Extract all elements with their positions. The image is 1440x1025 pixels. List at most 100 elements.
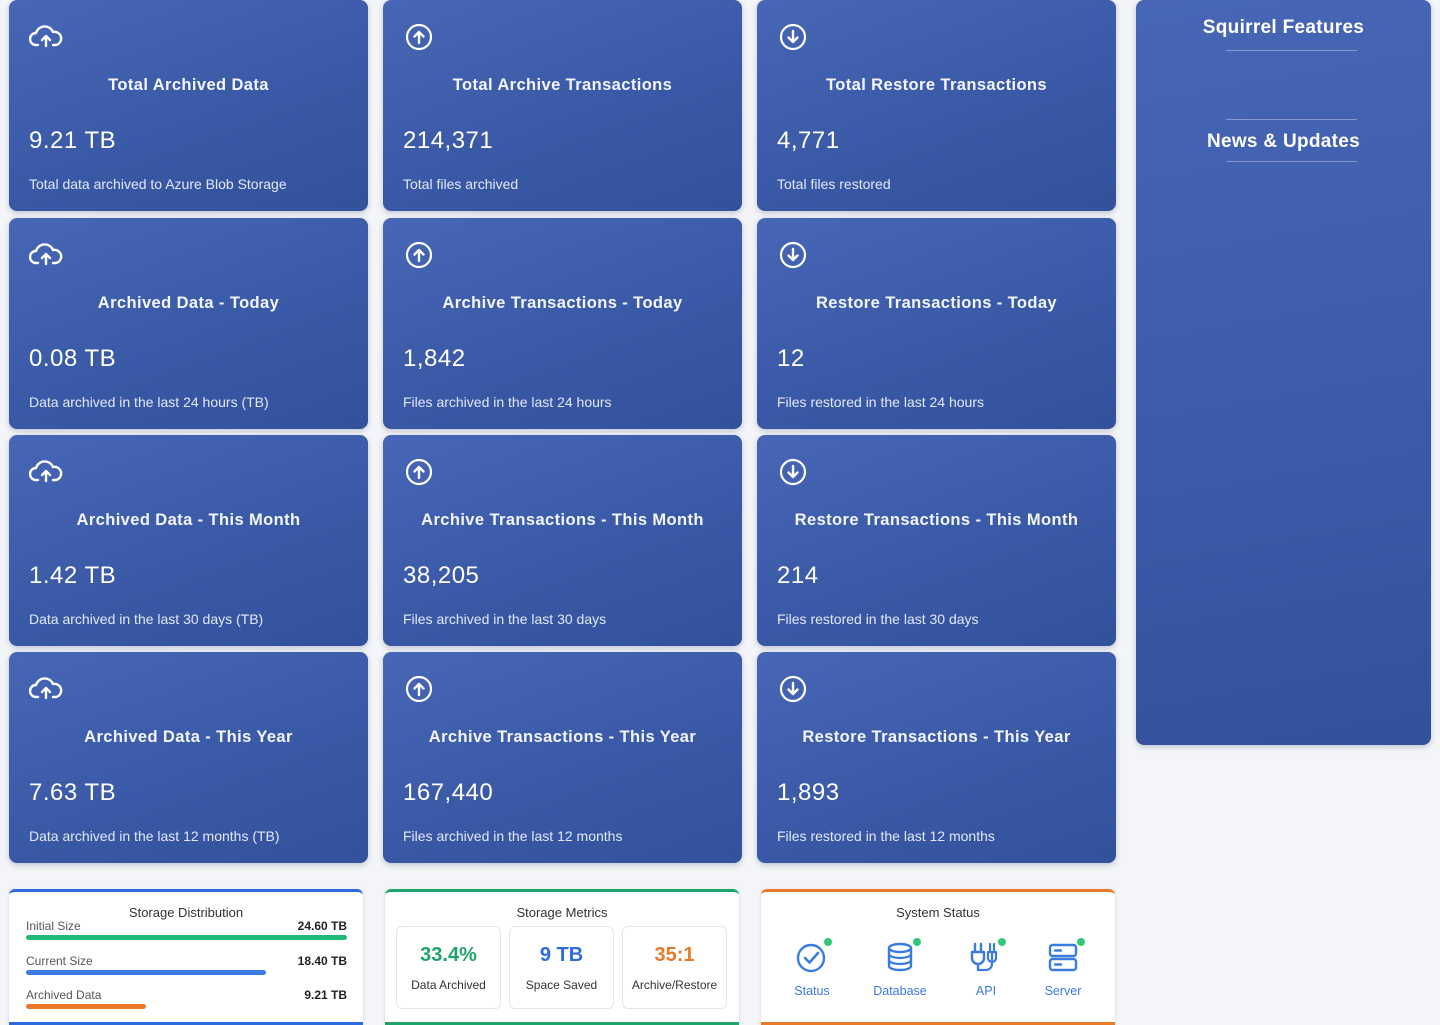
- arrow-down-circle-icon: [779, 241, 807, 269]
- status-label: Database: [873, 984, 927, 998]
- row-label: Initial Size: [26, 919, 81, 933]
- metric-label: Space Saved: [525, 978, 598, 992]
- storage-metrics-panel: Storage Metrics 33.4% Data Archived 9 TB…: [385, 889, 739, 1025]
- card-total-archive-transactions[interactable]: Total Archive Transactions 214,371 Total…: [383, 0, 742, 211]
- cloud-upload-icon: [29, 677, 63, 700]
- card-title: Archive Transactions - This Month: [421, 511, 704, 529]
- metric-data-archived: 33.4% Data Archived: [396, 926, 501, 1009]
- database-icon: [887, 942, 913, 972]
- arrow-up-circle-icon: [405, 458, 433, 486]
- card-value: 1,842: [403, 345, 466, 372]
- card-title: Restore Transactions - Today: [815, 294, 1058, 312]
- card-archived-data-today[interactable]: Archived Data - Today 0.08 TB Data archi…: [9, 218, 368, 429]
- card-value: 1,893: [777, 779, 840, 806]
- cloud-upload-icon: [29, 460, 63, 483]
- panel-title: System Status: [896, 905, 980, 920]
- metric-value: 33.4%: [420, 944, 477, 966]
- card-title: Archive Transactions - This Year: [428, 728, 697, 746]
- card-restore-transactions-this-year[interactable]: Restore Transactions - This Year 1,893 F…: [757, 652, 1116, 863]
- status-label: Status: [794, 984, 830, 998]
- status-label: API: [975, 984, 997, 998]
- card-description: Total files restored: [777, 176, 891, 192]
- row-label: Archived Data: [26, 988, 102, 1002]
- system-status-panel: System Status Status Database API Server: [761, 889, 1115, 1025]
- card-description: Data archived in the last 30 days (TB): [29, 611, 264, 627]
- sidebar-panel: Squirrel Features News & Updates: [1136, 0, 1431, 745]
- arrow-up-circle-icon: [405, 241, 433, 269]
- card-value: 7.63 TB: [29, 779, 117, 806]
- card-description: Data archived in the last 24 hours (TB): [29, 394, 269, 410]
- status-ok-dot: [998, 938, 1006, 946]
- card-title: Restore Transactions - This Year: [802, 728, 1071, 746]
- row-label: Current Size: [26, 954, 93, 968]
- card-value: 214,371: [403, 127, 494, 154]
- status-ok-dot: [913, 938, 921, 946]
- card-archive-transactions-this-month[interactable]: Archive Transactions - This Month 38,205…: [383, 435, 742, 646]
- status-ok-dot: [824, 938, 832, 946]
- distribution-row-current-size: Current Size 18.40 TB: [26, 954, 347, 984]
- card-total-restore-transactions[interactable]: Total Restore Transactions 4,771 Total f…: [757, 0, 1116, 211]
- metric-value: 9 TB: [539, 944, 584, 966]
- row-value: 9.21 TB: [304, 988, 347, 1002]
- tab-divider: [1226, 119, 1357, 120]
- tab-squirrel-features[interactable]: Squirrel Features: [1202, 17, 1365, 38]
- card-archive-transactions-today[interactable]: Archive Transactions - Today 1,842 Files…: [383, 218, 742, 429]
- card-value: 12: [777, 345, 805, 372]
- card-description: Files restored in the last 12 months: [777, 828, 995, 844]
- arrow-down-circle-icon: [779, 458, 807, 486]
- card-archived-data-this-month[interactable]: Archived Data - This Month 1.42 TB Data …: [9, 435, 368, 646]
- card-title: Total Restore Transactions: [826, 76, 1047, 94]
- storage-distribution-panel: Storage Distribution Initial Size 24.60 …: [9, 889, 363, 1025]
- metric-label: Data Archived: [411, 978, 486, 992]
- metric-value: 35:1: [654, 944, 695, 966]
- card-value: 167,440: [403, 779, 494, 806]
- panel-title: Storage Metrics: [516, 905, 608, 920]
- status-item-status[interactable]: Status: [777, 938, 847, 998]
- progress-bar: [26, 935, 347, 940]
- card-description: Files restored in the last 30 days: [777, 611, 979, 627]
- tab-underline: [1226, 50, 1357, 51]
- progress-bar: [26, 970, 266, 975]
- arrow-up-circle-icon: [405, 23, 433, 51]
- card-title: Archive Transactions - Today: [442, 294, 683, 312]
- card-value: 9.21 TB: [29, 127, 117, 154]
- plug-icon: [970, 942, 998, 972]
- card-title: Total Archived Data: [108, 76, 269, 94]
- card-title: Archived Data - Today: [97, 294, 280, 312]
- card-description: Total data archived to Azure Blob Storag…: [29, 176, 287, 192]
- tab-underline: [1226, 161, 1357, 162]
- card-value: 0.08 TB: [29, 345, 117, 372]
- card-value: 4,771: [777, 127, 840, 154]
- cloud-upload-icon: [29, 25, 63, 48]
- arrow-down-circle-icon: [779, 675, 807, 703]
- distribution-row-initial-size: Initial Size 24.60 TB: [26, 919, 347, 949]
- card-total-archived-data[interactable]: Total Archived Data 9.21 TB Total data a…: [9, 0, 368, 211]
- server-icon: [1048, 943, 1078, 972]
- row-value: 24.60 TB: [297, 919, 347, 933]
- card-archived-data-this-year[interactable]: Archived Data - This Year 7.63 TB Data a…: [9, 652, 368, 863]
- card-description: Total files archived: [403, 176, 519, 192]
- status-item-api[interactable]: API: [951, 938, 1021, 998]
- tab-news-updates[interactable]: News & Updates: [1206, 131, 1361, 152]
- card-description: Files archived in the last 24 hours: [403, 394, 612, 410]
- status-label: Server: [1044, 984, 1082, 998]
- card-title: Total Archive Transactions: [452, 76, 673, 94]
- status-ok-dot: [1077, 938, 1085, 946]
- status-item-database[interactable]: Database: [865, 938, 935, 998]
- panel-title: Storage Distribution: [128, 905, 244, 920]
- card-archive-transactions-this-year[interactable]: Archive Transactions - This Year 167,440…: [383, 652, 742, 863]
- card-description: Files restored in the last 24 hours: [777, 394, 984, 410]
- cloud-upload-icon: [29, 243, 63, 266]
- card-title: Restore Transactions - This Month: [794, 511, 1079, 529]
- status-item-server[interactable]: Server: [1028, 938, 1098, 998]
- card-restore-transactions-this-month[interactable]: Restore Transactions - This Month 214 Fi…: [757, 435, 1116, 646]
- card-value: 38,205: [403, 562, 480, 589]
- metric-label: Archive/Restore: [631, 978, 718, 992]
- arrow-down-circle-icon: [779, 23, 807, 51]
- metric-archive-restore: 35:1 Archive/Restore: [622, 926, 727, 1009]
- card-description: Files archived in the last 12 months: [403, 828, 623, 844]
- card-value: 214: [777, 562, 819, 589]
- arrow-up-circle-icon: [405, 675, 433, 703]
- card-description: Data archived in the last 12 months (TB): [29, 828, 280, 844]
- card-restore-transactions-today[interactable]: Restore Transactions - Today 12 Files re…: [757, 218, 1116, 429]
